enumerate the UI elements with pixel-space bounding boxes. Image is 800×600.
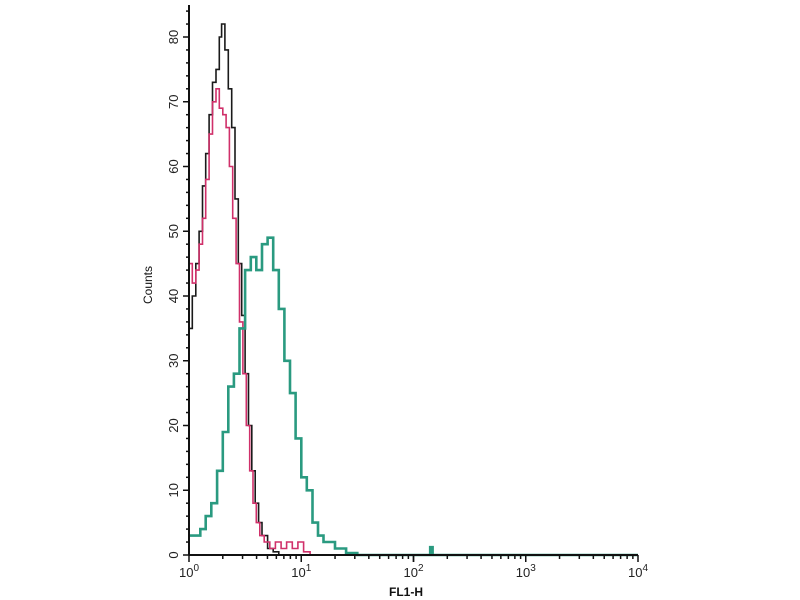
x-tick-base: 10	[403, 565, 417, 580]
y-tick-label: 20	[166, 418, 181, 432]
x-tick-exponent: 0	[193, 563, 199, 574]
x-tick-base: 10	[516, 565, 530, 580]
y-tick-label: 50	[166, 224, 181, 238]
y-tick-label: 10	[166, 483, 181, 497]
x-tick-exponent: 3	[530, 563, 536, 574]
series-line-3	[189, 236, 638, 557]
y-tick-label: 30	[166, 354, 181, 368]
y-tick-label: 0	[166, 551, 181, 558]
series-group	[189, 23, 638, 557]
x-tick-base: 10	[291, 565, 305, 580]
x-tick-exponent: 1	[306, 563, 312, 574]
x-tick-label: 103	[516, 563, 536, 580]
x-tick-label: 101	[291, 563, 311, 580]
x-tick-label: 104	[628, 563, 648, 580]
x-tick-base: 10	[179, 565, 193, 580]
x-tick-label: 102	[403, 563, 423, 580]
x-tick-exponent: 4	[642, 563, 648, 574]
x-tick-base: 10	[628, 565, 642, 580]
y-tick-label: 40	[166, 289, 181, 303]
y-axis-label: Counts	[141, 266, 155, 304]
series-line-2	[189, 88, 638, 556]
x-axis-label: FL1-H	[389, 585, 423, 599]
y-tick-label: 70	[166, 95, 181, 109]
series-line-1	[189, 23, 638, 556]
x-tick-exponent: 2	[418, 563, 424, 574]
y-tick-label: 60	[166, 159, 181, 173]
y-tick-label: 80	[166, 30, 181, 44]
x-tick-label: 100	[179, 563, 199, 580]
